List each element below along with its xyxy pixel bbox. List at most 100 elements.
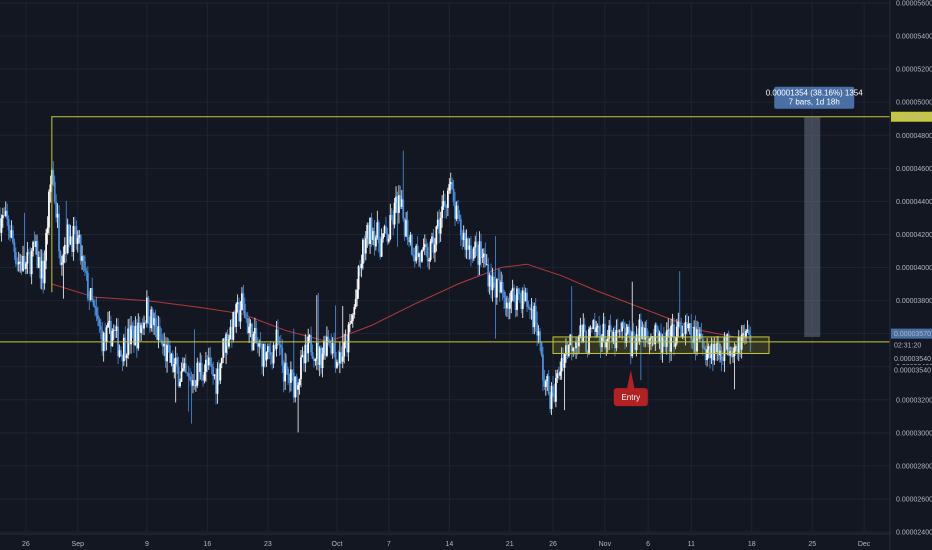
candle-body xyxy=(212,366,215,377)
candle-body xyxy=(73,225,76,227)
candle-body xyxy=(742,333,745,335)
candle-body xyxy=(576,342,579,347)
candle-body xyxy=(0,218,3,233)
candle-body xyxy=(196,362,199,386)
candle-body xyxy=(288,375,291,383)
candle-body xyxy=(622,322,625,328)
candle-body xyxy=(271,355,274,364)
candle-body xyxy=(210,363,213,367)
candle-body xyxy=(624,327,626,343)
candle-body xyxy=(458,214,461,220)
candle-body xyxy=(533,305,536,328)
candle-body xyxy=(278,344,281,345)
measure-range-box xyxy=(804,116,821,337)
candle-body xyxy=(687,324,690,329)
candle-body xyxy=(589,327,592,330)
candle-body xyxy=(279,344,282,348)
candle-body xyxy=(230,327,233,340)
candle-body xyxy=(608,325,611,339)
candle-body xyxy=(255,327,258,344)
candle-body xyxy=(346,340,348,353)
candle-body xyxy=(107,322,109,328)
candle-body xyxy=(161,341,164,347)
candle-body xyxy=(3,215,6,216)
price-tag-current-bg xyxy=(891,328,932,339)
candle-body xyxy=(183,363,186,369)
candle-body xyxy=(677,321,680,327)
candle-body xyxy=(108,321,111,323)
y-tick-label: 0.00005000 xyxy=(896,100,932,107)
candle-body xyxy=(294,376,297,398)
candle-body xyxy=(143,322,145,329)
candle-body xyxy=(133,330,135,346)
candle-body xyxy=(248,326,251,334)
entry-zone-box xyxy=(552,336,770,354)
candle-body xyxy=(187,373,190,377)
candle-body xyxy=(376,222,379,238)
candle-body xyxy=(295,376,298,390)
candle-body xyxy=(174,357,177,365)
candle-body xyxy=(540,342,543,355)
candle-body xyxy=(474,241,477,248)
candle-body xyxy=(586,352,589,354)
candle-body xyxy=(251,323,253,351)
candle-body xyxy=(457,205,459,215)
candle-body xyxy=(478,241,481,265)
candle-body xyxy=(4,210,7,216)
candle-body xyxy=(265,352,268,361)
candle-body xyxy=(145,297,148,324)
candle-body xyxy=(321,353,324,369)
candle-body xyxy=(274,344,276,350)
candle-body xyxy=(347,324,350,353)
candle-body xyxy=(157,326,160,340)
candle-body xyxy=(91,288,94,301)
candle-body xyxy=(193,380,196,386)
candle-body xyxy=(713,343,716,361)
candle-body xyxy=(6,210,9,220)
x-tick-label: 18 xyxy=(748,541,756,548)
candle-body xyxy=(290,369,292,383)
candle-body xyxy=(292,372,295,398)
candle-body xyxy=(220,357,223,364)
candle-body xyxy=(657,329,660,342)
candle-body xyxy=(670,325,673,352)
candle-body xyxy=(566,345,569,356)
candle-body xyxy=(722,359,724,361)
candle-body xyxy=(710,344,713,359)
candle-body xyxy=(284,362,287,382)
x-tick-label: 11 xyxy=(688,541,695,548)
candle-body xyxy=(150,309,153,329)
candle-body xyxy=(400,199,403,207)
candle-body xyxy=(652,336,655,345)
candle-body xyxy=(570,334,573,352)
candle-body xyxy=(135,325,138,349)
candle-body xyxy=(367,224,370,244)
candle-body xyxy=(616,330,619,331)
candle-body xyxy=(549,393,552,409)
candle-body xyxy=(111,330,114,347)
price-tag-support-1: 0.00003540 xyxy=(894,356,931,363)
candle-body xyxy=(554,378,557,402)
candle-body xyxy=(431,236,433,242)
candle-body xyxy=(169,345,171,363)
resistance-line xyxy=(51,116,890,293)
candle-body xyxy=(603,323,606,348)
candle-body xyxy=(164,344,167,362)
candle-body xyxy=(98,319,101,327)
candle-body xyxy=(451,181,454,189)
candle-body xyxy=(360,263,363,269)
candle-body xyxy=(706,349,709,361)
x-tick-label: 26 xyxy=(22,541,30,548)
candle-body xyxy=(353,307,356,315)
candle-body xyxy=(516,288,518,310)
candle-body xyxy=(510,290,513,303)
candle-body xyxy=(536,322,539,336)
candle-body xyxy=(419,253,422,262)
candle-body xyxy=(179,381,181,387)
candle-body xyxy=(79,235,82,261)
candle-body xyxy=(217,368,220,381)
candle-body xyxy=(432,236,435,253)
